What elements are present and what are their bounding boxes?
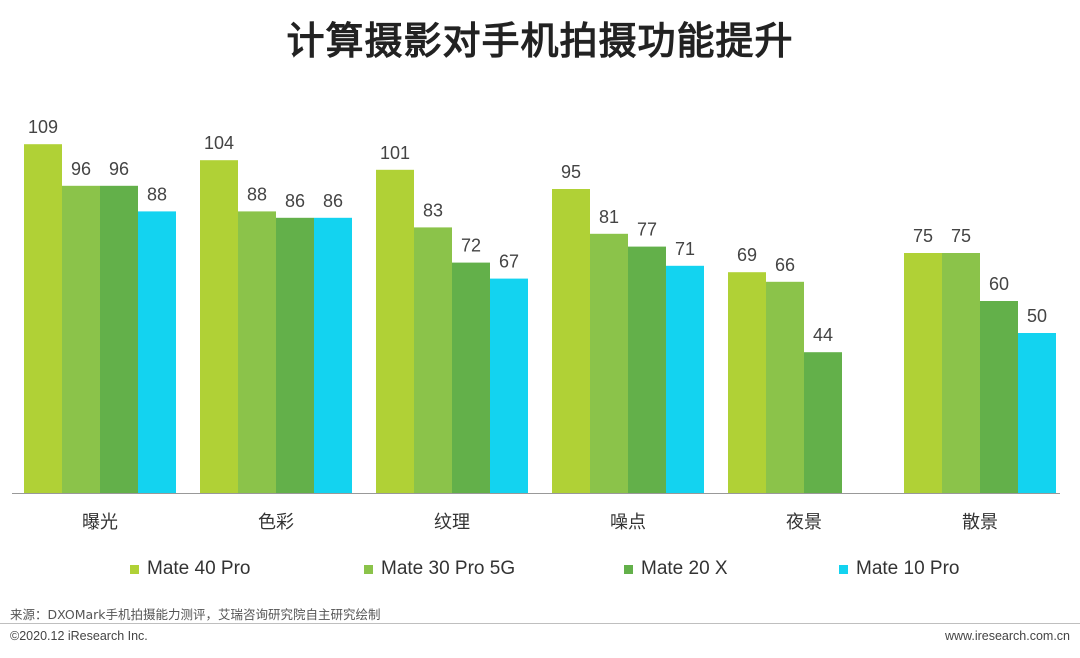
legend-item-mate-30-pro-5g: Mate 30 Pro 5G xyxy=(364,558,515,580)
data-label: 83 xyxy=(423,200,443,220)
data-label: 109 xyxy=(28,117,58,137)
x-tick-label: 色彩 xyxy=(258,512,294,533)
data-label: 60 xyxy=(989,274,1009,294)
data-label: 75 xyxy=(951,226,971,246)
x-tick-label: 纹理 xyxy=(434,512,470,533)
bar xyxy=(942,253,980,493)
bar xyxy=(138,211,176,493)
bar xyxy=(490,278,528,493)
copyright-text: ©2020.12 iResearch Inc. xyxy=(10,629,148,643)
data-label: 50 xyxy=(1027,306,1047,326)
x-tick-label: 曝光 xyxy=(82,512,118,533)
data-label: 71 xyxy=(675,239,695,259)
data-label: 81 xyxy=(599,207,619,227)
bar xyxy=(1018,333,1056,493)
data-label: 88 xyxy=(247,184,267,204)
data-label: 75 xyxy=(913,226,933,246)
bar xyxy=(24,144,62,493)
legend-item-mate-40-pro: Mate 40 Pro xyxy=(130,558,251,580)
legend-label: Mate 30 Pro 5G xyxy=(381,558,516,579)
bar xyxy=(452,262,490,493)
data-label: 96 xyxy=(109,159,129,179)
bar xyxy=(552,189,590,493)
bar xyxy=(62,185,100,494)
chart-title: 计算摄影对手机拍摄功能提升 xyxy=(286,19,794,63)
legend-swatch xyxy=(130,564,139,574)
legend-item-mate-20-x: Mate 20 X xyxy=(624,558,728,580)
x-tick-label: 夜景 xyxy=(786,512,822,533)
bar xyxy=(666,265,704,493)
data-label: 44 xyxy=(813,325,833,345)
bar xyxy=(376,169,414,494)
data-label: 77 xyxy=(637,220,657,240)
bar xyxy=(904,253,942,493)
data-label: 95 xyxy=(561,162,581,182)
data-label: 88 xyxy=(147,184,167,204)
data-label: 66 xyxy=(775,255,795,275)
bar xyxy=(590,233,628,494)
website-link[interactable]: www.iresearch.com.cn xyxy=(944,629,1070,643)
data-label: 86 xyxy=(323,191,343,211)
legend-item-mate-10-pro: Mate 10 Pro xyxy=(839,558,960,580)
data-label: 69 xyxy=(737,245,757,265)
legend: Mate 40 Pro Mate 30 Pro 5G Mate 20 X Mat… xyxy=(0,558,1080,586)
bar xyxy=(804,352,842,493)
bar xyxy=(238,211,276,493)
data-label: 72 xyxy=(461,236,481,256)
x-tick-label: 噪点 xyxy=(610,512,646,533)
bar xyxy=(100,185,138,494)
bar xyxy=(200,160,238,493)
bar xyxy=(980,301,1018,493)
source-note: 来源：DXOMark手机拍摄能力测评，艾瑞咨询研究院自主研究绘制 xyxy=(10,607,381,622)
bar xyxy=(728,272,766,493)
data-label: 67 xyxy=(499,252,519,272)
bar xyxy=(276,217,314,494)
legend-swatch xyxy=(839,564,848,574)
x-tick-label: 散景 xyxy=(962,512,998,533)
bar xyxy=(314,217,352,494)
bar xyxy=(414,227,452,493)
legend-label: Mate 10 Pro xyxy=(856,558,960,579)
legend-swatch xyxy=(364,564,373,574)
legend-label: Mate 20 X xyxy=(641,558,728,579)
legend-label: Mate 40 Pro xyxy=(147,558,251,579)
footer-divider xyxy=(0,623,1080,624)
bar xyxy=(766,281,804,493)
bar xyxy=(628,246,666,493)
legend-swatch xyxy=(624,564,633,574)
data-label: 86 xyxy=(285,191,305,211)
data-label: 104 xyxy=(204,133,234,153)
data-label: 96 xyxy=(71,159,91,179)
data-label: 101 xyxy=(380,143,410,163)
